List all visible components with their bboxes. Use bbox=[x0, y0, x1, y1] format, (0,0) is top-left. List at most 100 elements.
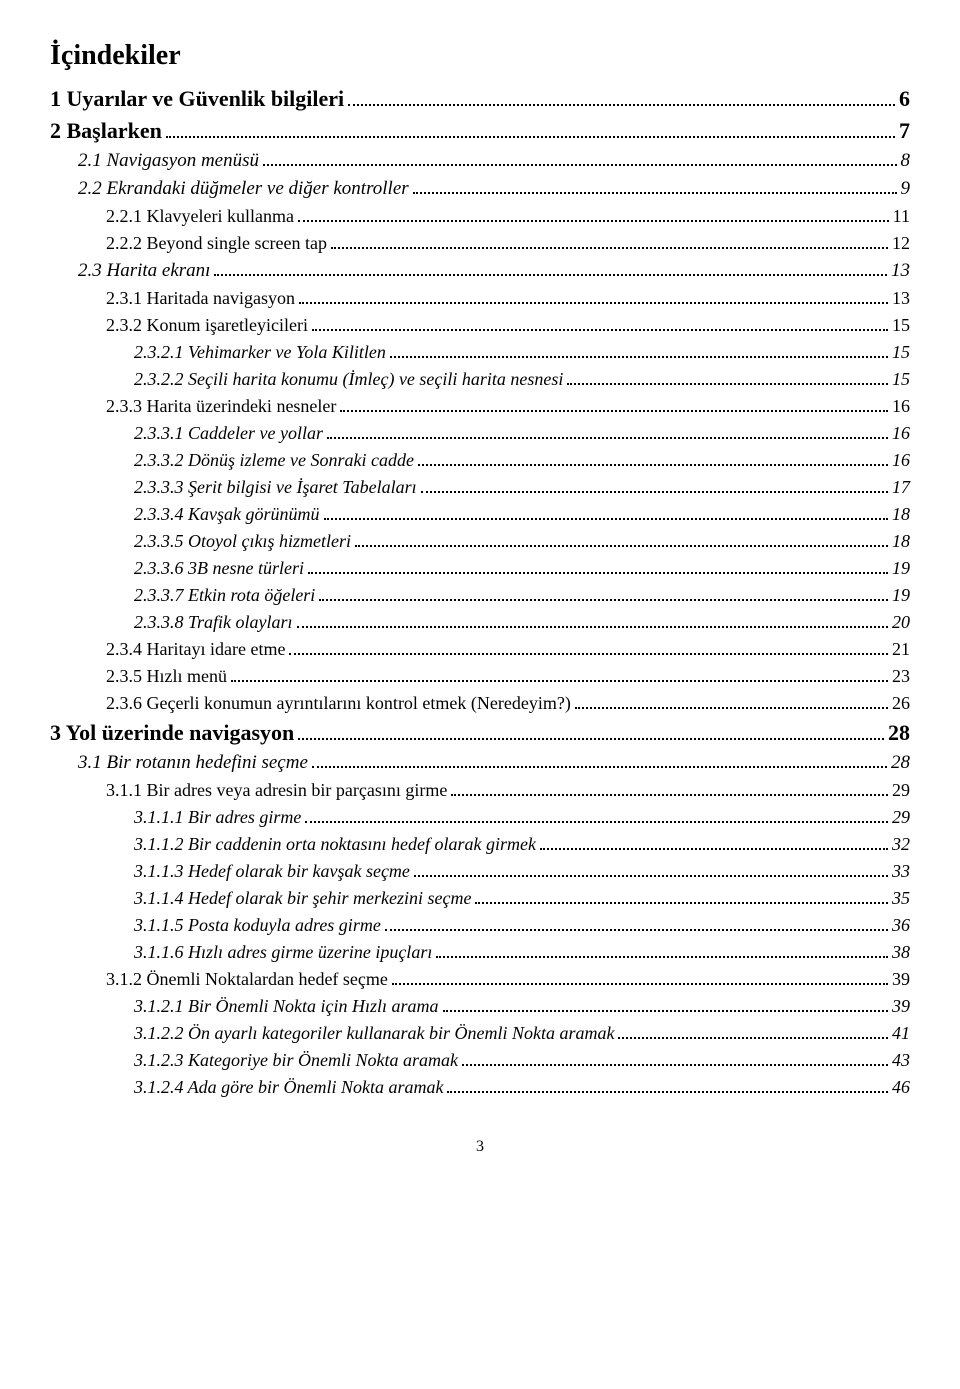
toc-entry-label: 3.1.2 Önemli Noktalardan hedef seçme bbox=[106, 969, 388, 990]
toc-entry-label: 3.1.2.2 Ön ayarlı kategoriler kullanarak… bbox=[134, 1023, 614, 1044]
toc-entry: 2.3.2.1 Vehimarker ve Yola Kilitlen 15 bbox=[134, 342, 910, 363]
toc-entry-page: 8 bbox=[901, 150, 911, 172]
toc-leader-dots bbox=[298, 738, 884, 740]
toc-entry-label: 3.1.2.1 Bir Önemli Nokta için Hızlı aram… bbox=[134, 996, 439, 1017]
toc-entry: 2.2.2 Beyond single screen tap12 bbox=[106, 233, 910, 254]
toc-leader-dots bbox=[340, 410, 888, 412]
toc-entry: 2.2 Ekrandaki düğmeler ve diğer kontroll… bbox=[78, 178, 910, 200]
toc-leader-dots bbox=[567, 383, 888, 385]
toc-entry-page: 38 bbox=[892, 942, 910, 963]
toc-leader-dots bbox=[324, 518, 889, 520]
toc-entry-page: 12 bbox=[892, 233, 910, 254]
toc-entry-label: 3.1.1.4 Hedef olarak bir şehir merkezini… bbox=[134, 888, 471, 909]
toc-leader-dots bbox=[299, 302, 888, 304]
toc-entry: 2.3.3.3 Şerit bilgisi ve İşaret Tabelala… bbox=[134, 477, 910, 498]
toc-entry-page: 13 bbox=[891, 260, 910, 282]
footer-page-number: 3 bbox=[50, 1138, 910, 1156]
toc-entry-label: 2.3.6 Geçerli konumun ayrıntılarını kont… bbox=[106, 693, 571, 714]
toc-entry-page: 16 bbox=[892, 423, 910, 444]
toc-leader-dots bbox=[166, 136, 895, 138]
toc-entry: 3.1 Bir rotanın hedefini seçme28 bbox=[78, 752, 910, 774]
toc-entry-page: 18 bbox=[892, 531, 910, 552]
toc-entry: 3.1.1.1 Bir adres girme 29 bbox=[134, 807, 910, 828]
toc-entry-label: 2.3.3.1 Caddeler ve yollar bbox=[134, 423, 323, 444]
toc-leader-dots bbox=[462, 1064, 888, 1066]
toc-leader-dots bbox=[312, 329, 888, 331]
toc-leader-dots bbox=[231, 680, 888, 682]
toc-entry-label: 2.3.2 Konum işaretleyicileri bbox=[106, 315, 308, 336]
toc-entry: 2.1 Navigasyon menüsü 8 bbox=[78, 150, 910, 172]
toc-entry: 2.3.4 Haritayı idare etme21 bbox=[106, 639, 910, 660]
toc-entry-page: 28 bbox=[888, 720, 910, 746]
toc-entry-label: 2.3.3.7 Etkin rota öğeleri bbox=[134, 585, 315, 606]
toc-entry-label: 2.3 Harita ekranı bbox=[78, 260, 210, 282]
toc-entry-label: 2.1 Navigasyon menüsü bbox=[78, 150, 259, 172]
toc-entry: 3.1.2.4 Ada göre bir Önemli Nokta aramak… bbox=[134, 1077, 910, 1098]
toc-entry-page: 29 bbox=[892, 780, 910, 801]
toc-leader-dots bbox=[392, 983, 888, 985]
toc-entry: 3.1.1.5 Posta koduyla adres girme36 bbox=[134, 915, 910, 936]
toc-leader-dots bbox=[447, 1091, 888, 1093]
toc-leader-dots bbox=[443, 1010, 889, 1012]
toc-entry: 3.1.1 Bir adres veya adresin bir parçası… bbox=[106, 780, 910, 801]
toc-entry-label: 2.3.3.5 Otoyol çıkış hizmetleri bbox=[134, 531, 351, 552]
toc-entry-label: 3.1.1.1 Bir adres girme bbox=[134, 807, 301, 828]
toc-entry-page: 15 bbox=[892, 342, 910, 363]
toc-entry: 1 Uyarılar ve Güvenlik bilgileri 6 bbox=[50, 86, 910, 112]
toc-entry-page: 15 bbox=[892, 315, 910, 336]
toc-entry-page: 17 bbox=[892, 477, 910, 498]
toc-entry-label: 1 Uyarılar ve Güvenlik bilgileri bbox=[50, 86, 344, 112]
toc-entry: 2.3.1 Haritada navigasyon13 bbox=[106, 288, 910, 309]
toc-entry-page: 15 bbox=[892, 369, 910, 390]
toc-entry: 2.3.2 Konum işaretleyicileri 15 bbox=[106, 315, 910, 336]
toc-leader-dots bbox=[327, 437, 888, 439]
toc-entry: 2.3.3.2 Dönüş izleme ve Sonraki cadde16 bbox=[134, 450, 910, 471]
toc-leader-dots bbox=[263, 164, 896, 166]
toc-leader-dots bbox=[413, 192, 897, 194]
toc-container: 1 Uyarılar ve Güvenlik bilgileri 6 2 Başla… bbox=[50, 86, 910, 1098]
toc-entry-page: 9 bbox=[901, 178, 911, 200]
toc-entry-page: 32 bbox=[892, 834, 910, 855]
toc-entry-label: 2.3.5 Hızlı menü bbox=[106, 666, 227, 687]
toc-leader-dots bbox=[298, 220, 889, 222]
toc-entry-page: 41 bbox=[892, 1023, 910, 1044]
toc-entry: 2.3.3 Harita üzerindeki nesneler16 bbox=[106, 396, 910, 417]
toc-leader-dots bbox=[418, 464, 888, 466]
toc-entry-label: 3.1.1 Bir adres veya adresin bir parçası… bbox=[106, 780, 447, 801]
toc-entry-page: 19 bbox=[892, 585, 910, 606]
toc-leader-dots bbox=[475, 902, 888, 904]
toc-leader-dots bbox=[618, 1037, 888, 1039]
toc-entry-label: 3.1.2.4 Ada göre bir Önemli Nokta aramak bbox=[134, 1077, 443, 1098]
toc-entry-page: 28 bbox=[891, 752, 910, 774]
toc-entry: 2.3.3.4 Kavşak görünümü18 bbox=[134, 504, 910, 525]
toc-entry-page: 33 bbox=[892, 861, 910, 882]
toc-leader-dots bbox=[319, 599, 888, 601]
toc-entry-label: 2.3.1 Haritada navigasyon bbox=[106, 288, 295, 309]
toc-entry: 2.3.5 Hızlı menü23 bbox=[106, 666, 910, 687]
toc-leader-dots bbox=[214, 274, 887, 276]
toc-entry-page: 19 bbox=[892, 558, 910, 579]
toc-entry-page: 26 bbox=[892, 693, 910, 714]
toc-title: İçindekiler bbox=[50, 40, 910, 72]
toc-leader-dots bbox=[308, 572, 888, 574]
toc-entry-label: 2.3.2.1 Vehimarker ve Yola Kilitlen bbox=[134, 342, 386, 363]
toc-entry-page: 29 bbox=[892, 807, 910, 828]
toc-entry: 2.3.3.5 Otoyol çıkış hizmetleri 18 bbox=[134, 531, 910, 552]
toc-entry-label: 2.2.1 Klavyeleri kullanma bbox=[106, 206, 294, 227]
toc-entry-label: 3.1.1.2 Bir caddenin orta noktasını hede… bbox=[134, 834, 536, 855]
toc-entry: 2.3.3.8 Trafik olayları20 bbox=[134, 612, 910, 633]
toc-leader-dots bbox=[305, 821, 888, 823]
toc-entry-page: 46 bbox=[892, 1077, 910, 1098]
toc-entry-page: 11 bbox=[893, 206, 910, 227]
toc-entry: 3.1.1.3 Hedef olarak bir kavşak seçme33 bbox=[134, 861, 910, 882]
toc-entry: 3.1.2 Önemli Noktalardan hedef seçme39 bbox=[106, 969, 910, 990]
toc-entry: 3.1.1.6 Hızlı adres girme üzerine ipuçla… bbox=[134, 942, 910, 963]
toc-entry-page: 6 bbox=[899, 86, 910, 112]
toc-entry: 2.3.2.2 Seçili harita konumu (İmleç) ve … bbox=[134, 369, 910, 390]
toc-leader-dots bbox=[421, 491, 888, 493]
toc-entry-label: 2.3.3.6 3B nesne türleri bbox=[134, 558, 304, 579]
toc-entry-page: 21 bbox=[892, 639, 910, 660]
toc-entry-page: 43 bbox=[892, 1050, 910, 1071]
toc-leader-dots bbox=[385, 929, 888, 931]
toc-entry: 2 Başlarken7 bbox=[50, 118, 910, 144]
